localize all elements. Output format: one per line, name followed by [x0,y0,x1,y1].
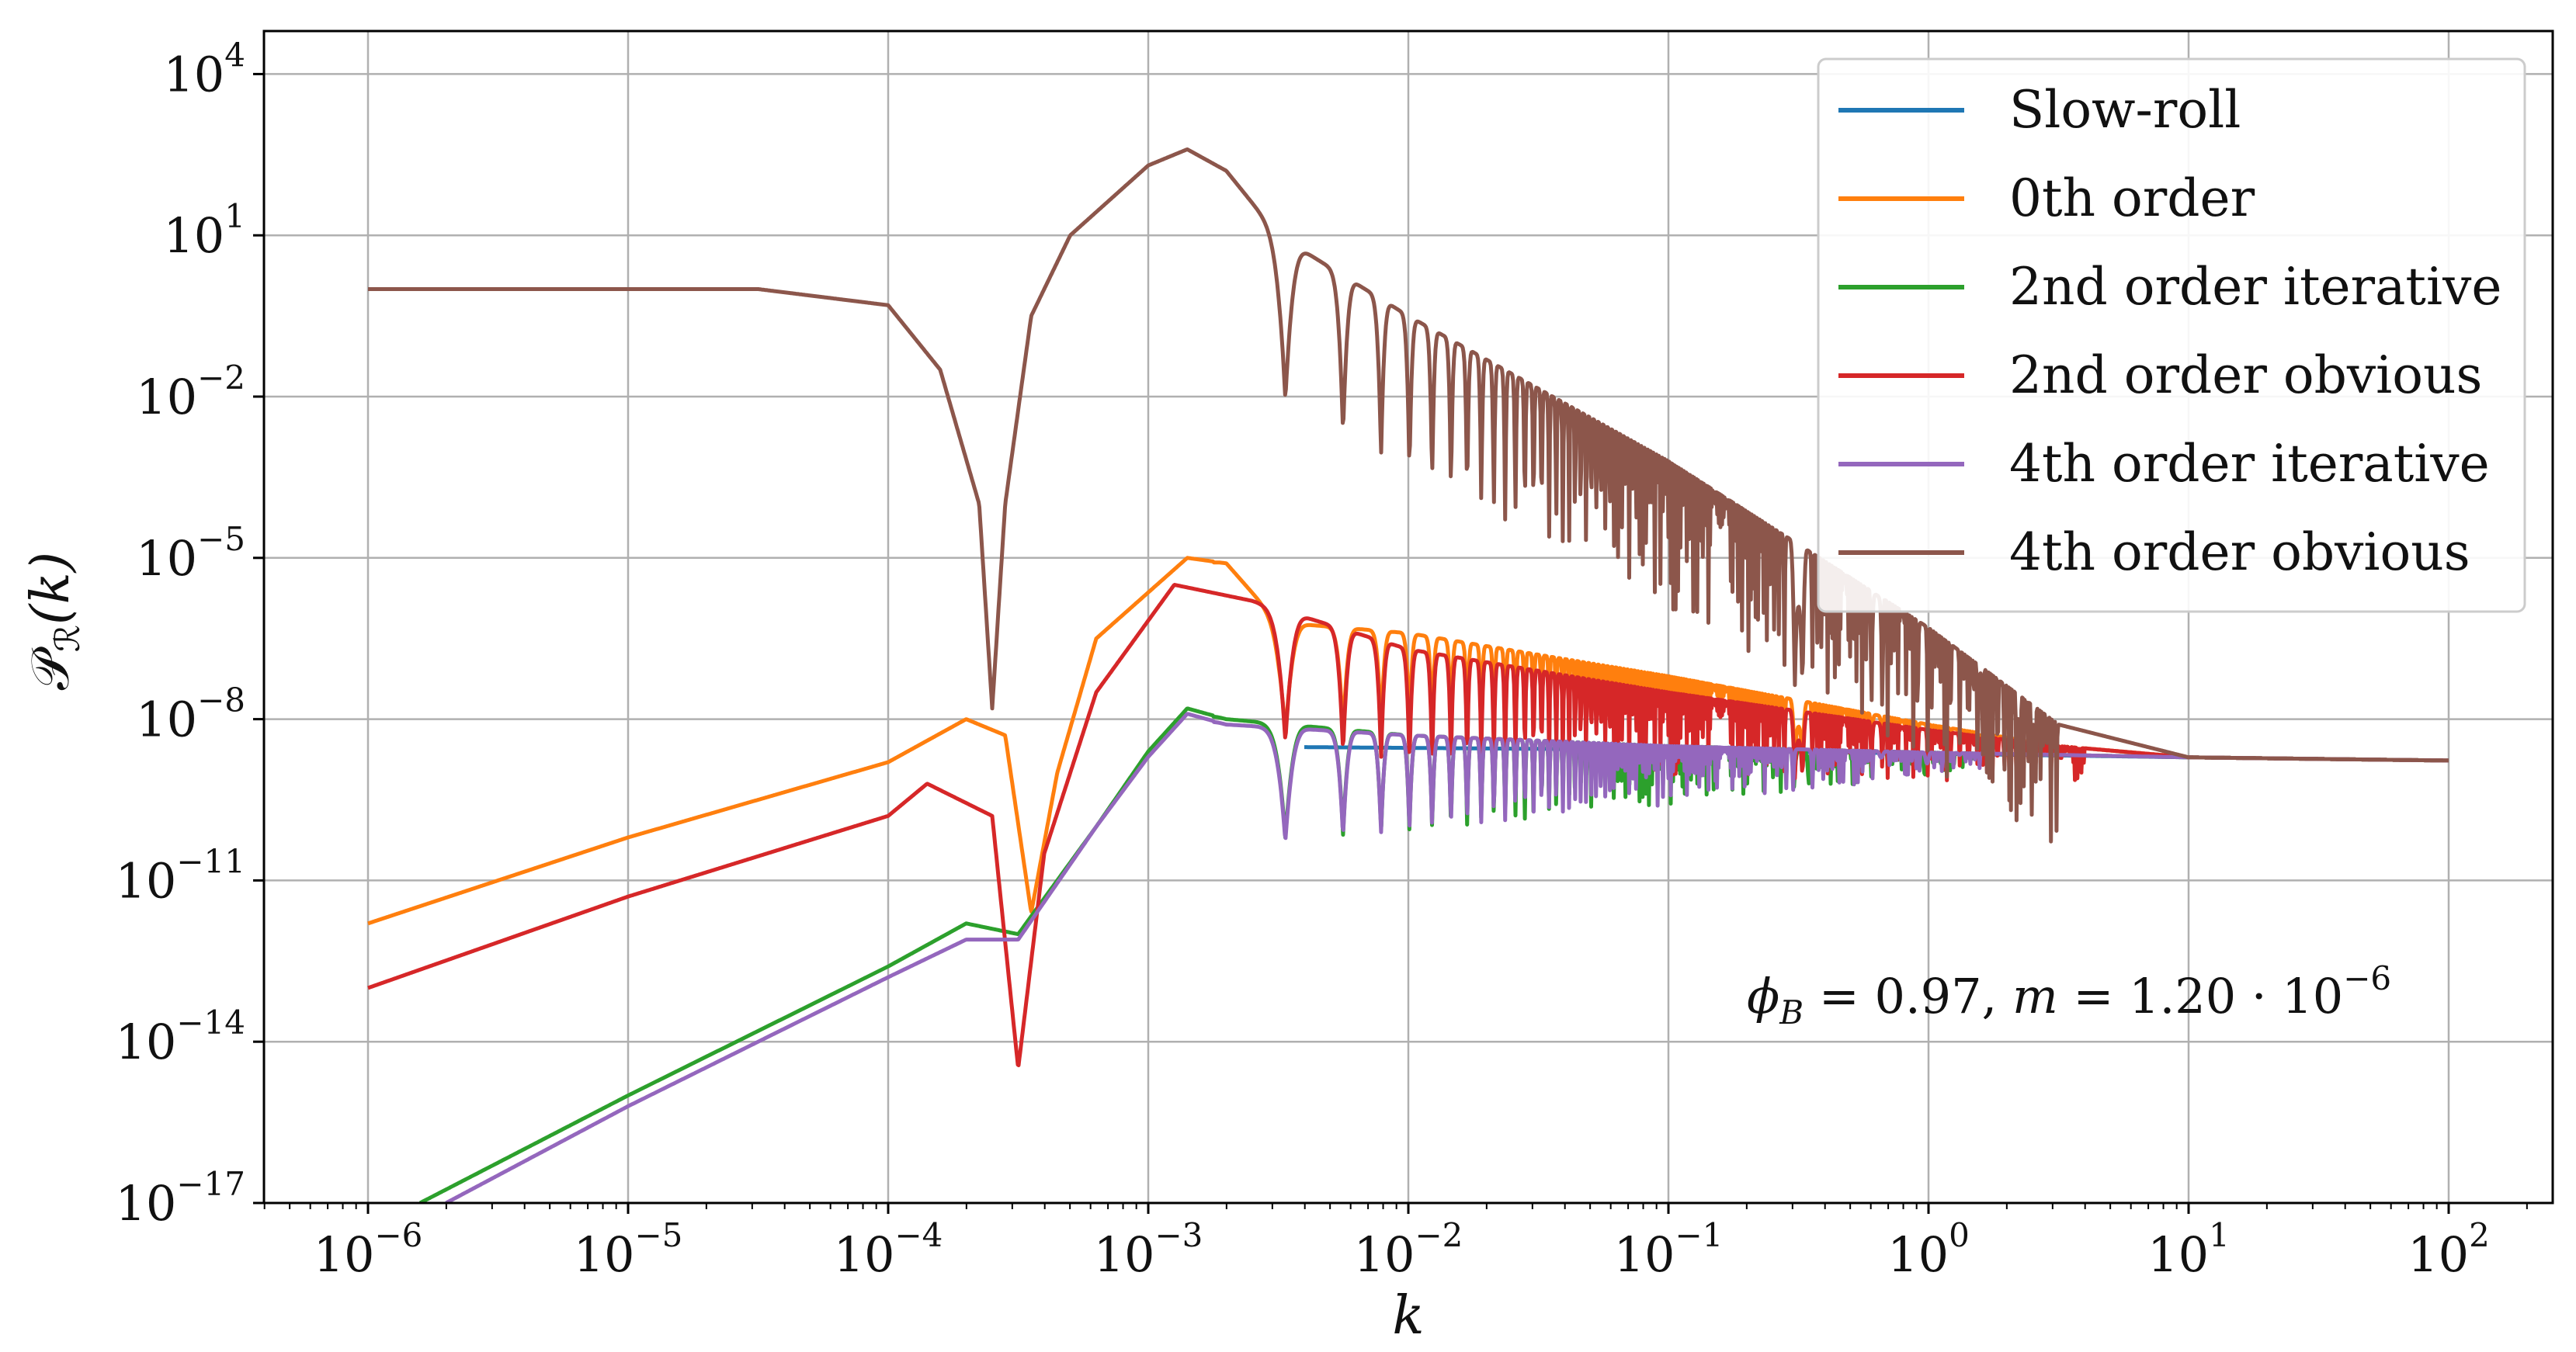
x-tick-label: 10−6 [314,1216,423,1283]
legend: Slow-roll 0th order 2nd order iterative 2nd… [1817,57,2526,613]
legend-label: 4th order iterative [2009,434,2490,494]
y-tick-label: 10−17 [115,1165,245,1232]
x-tick-label: 10−2 [1354,1216,1463,1283]
legend-label: 2nd order iterative [2009,257,2501,317]
y-tick-label: 10−14 [115,1004,245,1070]
legend-label: 4th order obvious [2009,522,2470,582]
x-tick-label: 100 [1887,1216,1970,1283]
x-tick-label: 102 [2408,1216,2490,1283]
x-tick-label: 10−4 [834,1216,943,1283]
legend-label: 2nd order obvious [2009,345,2482,405]
y-tick-label: 10−2 [136,359,245,425]
legend-box [1817,57,2526,613]
y-tick-label: 101 [163,197,245,264]
x-tick-label: 10−1 [1614,1216,1724,1283]
annotation-phi: ϕ [1747,968,1779,1024]
y-axis-label-arg: (k) [20,552,82,625]
y-axis-label: 𝒫ℛ(k) [20,552,88,690]
series-line-4th-order-obvious [366,147,2450,844]
series-line-2nd-order-obvious [366,583,2450,1068]
series-line-4th-order-iterative [445,712,2450,1203]
annotation-phi-sub: B [1779,993,1804,1031]
series-layer [366,147,2450,1203]
annotation-m-value: = 1.20 · 10 [2058,968,2343,1024]
y-axis-label-sub: ℛ [48,625,88,652]
x-tick-label: 101 [2147,1216,2230,1283]
annotation-m: m [2012,968,2058,1024]
legend-label: 0th order [2009,168,2255,228]
y-axis-label-main: 𝒫 [20,647,82,690]
legend-label: Slow-roll [2009,80,2241,140]
y-tick-label: 10−8 [136,681,245,748]
x-tick-label: 10−5 [574,1216,683,1283]
svg-text:𝒫ℛ(k): 𝒫ℛ(k) [20,552,88,690]
x-tick-label: 10−3 [1094,1216,1203,1283]
x-axis-label: k [1392,1285,1424,1347]
y-tick-label: 10−11 [115,842,245,909]
annotation-phi-value: = 0.97, [1804,968,2012,1024]
y-tick-label: 104 [163,36,245,102]
y-tick-label: 10−5 [136,520,245,587]
annotation-m-exp: −6 [2343,959,2391,997]
parameter-annotation: ϕB = 0.97, m = 1.20 · 10−6 [1747,959,2391,1031]
axis-ticks: 10−6 10−5 10−4 10−3 10−2 10−1 100 101 102 104 101 1… [115,36,2528,1283]
